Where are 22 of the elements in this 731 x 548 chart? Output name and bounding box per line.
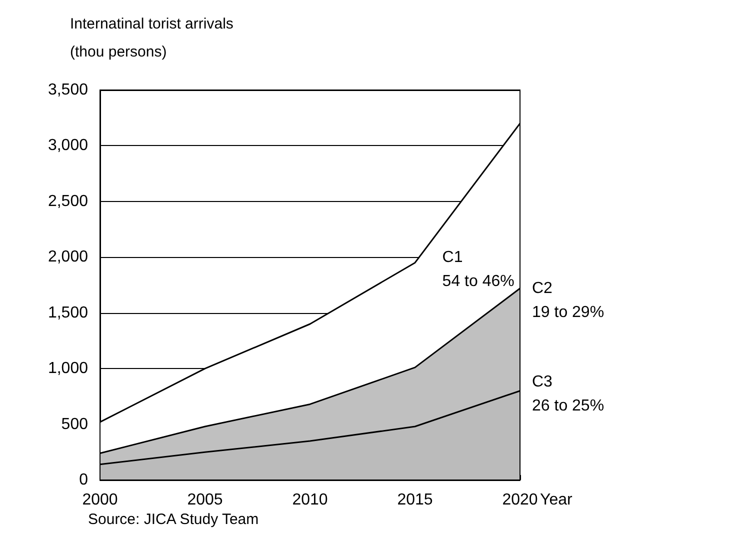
y-tick-label: 500 <box>61 416 88 433</box>
x-tick-label: 2000 <box>82 492 118 508</box>
series-label: C2 <box>532 280 553 297</box>
x-tick-label: 2005 <box>187 492 223 508</box>
y-tick-label: 3,000 <box>48 137 88 154</box>
x-tick-label: 2010 <box>292 492 328 508</box>
series-label: C3 <box>532 374 553 391</box>
x-axis-title: Year <box>540 492 573 508</box>
y-tick-label: 1,000 <box>48 360 88 378</box>
y-tick-label: 2,000 <box>48 248 88 266</box>
x-tick-label: 2020 <box>502 492 538 508</box>
y-tick-label: 2,500 <box>48 192 88 210</box>
text: 19 to 29% <box>532 304 604 321</box>
text: 26 to 25% <box>532 398 604 415</box>
y-axis-title: Internatinal torist arrivals (thou persons) <box>70 16 234 60</box>
y-tick-label: 0 <box>79 472 88 488</box>
y-tick-label: 3,500 <box>48 82 88 98</box>
x-tick-label: 2015 <box>397 492 433 508</box>
series-label: C1 <box>442 248 463 266</box>
annotation: 54 to 46% <box>442 272 514 290</box>
source-note: Source: JICA Study Team <box>88 511 259 528</box>
y-tick-label: 1,500 <box>48 304 88 322</box>
